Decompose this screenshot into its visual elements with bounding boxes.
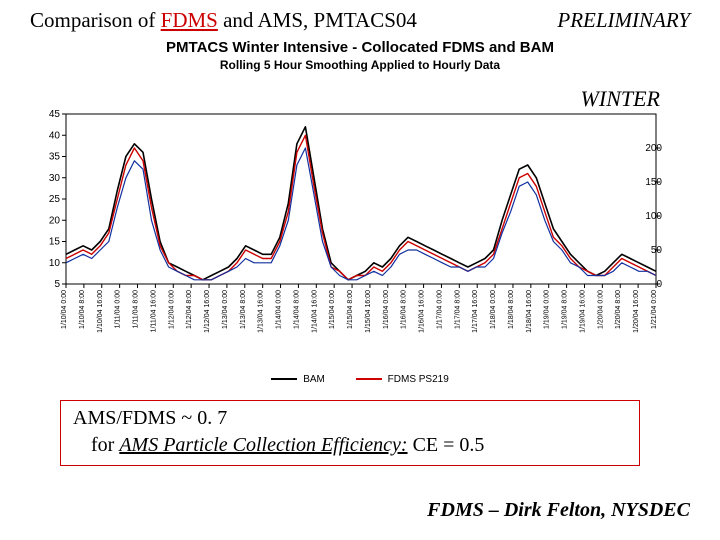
chart-svg: 5 10 15 20 25 30 35 40 45 0 50 100 150 200 1/10/04 0:0…	[30, 108, 690, 348]
svg-text:1/14/04 8:00: 1/14/04 8:00	[293, 290, 300, 329]
eff-label: AMS Particle Collection Efficiency:	[119, 434, 407, 456]
svg-text:1/13/04 16:00: 1/13/04 16:00	[258, 290, 265, 333]
svg-text:20: 20	[49, 215, 61, 226]
chart-subtitle: Rolling 5 Hour Smoothing Applied to Hour…	[0, 58, 720, 72]
svg-text:1/14/04 0:00: 1/14/04 0:00	[276, 290, 283, 329]
svg-text:30: 30	[49, 173, 61, 184]
svg-text:1/19/04 0:00: 1/19/04 0:00	[544, 290, 551, 329]
svg-text:1/20/04 8:00: 1/20/04 8:00	[615, 290, 622, 329]
svg-text:5: 5	[54, 279, 60, 290]
svg-text:1/18/04 16:00: 1/18/04 16:00	[526, 290, 533, 333]
svg-text:1/16/04 8:00: 1/16/04 8:00	[401, 290, 408, 329]
svg-text:1/10/04 16:00: 1/10/04 16:00	[97, 290, 104, 333]
result-ratio: AMS/FDMS ~ 0. 7	[73, 407, 627, 430]
eff-prefix: for	[91, 434, 119, 456]
result-efficiency: for AMS Particle Collection Efficiency: …	[73, 434, 627, 457]
svg-text:1/12/04 0:00: 1/12/04 0:00	[168, 290, 175, 329]
title-mid: and AMS, PMTACS04	[218, 8, 417, 32]
svg-text:40: 40	[49, 130, 61, 141]
footer-credit: FDMS – Dirk Felton, NYSDEC	[427, 499, 690, 522]
legend-swatch	[356, 378, 382, 380]
svg-text:1/17/04 8:00: 1/17/04 8:00	[454, 290, 461, 329]
svg-text:1/16/04 0:00: 1/16/04 0:00	[383, 290, 390, 329]
svg-text:1/20/04 0:00: 1/20/04 0:00	[597, 290, 604, 329]
svg-text:1/13/04 0:00: 1/13/04 0:00	[222, 290, 229, 329]
preliminary-label: PRELIMINARY	[557, 8, 690, 33]
svg-text:1/10/04 8:00: 1/10/04 8:00	[79, 290, 86, 329]
svg-text:1/15/04 8:00: 1/15/04 8:00	[347, 290, 354, 329]
svg-text:1/11/04 0:00: 1/11/04 0:00	[115, 290, 122, 329]
svg-text:15: 15	[49, 237, 61, 248]
svg-text:1/21/04 0:00: 1/21/04 0:00	[651, 290, 658, 329]
svg-text:1/16/04 16:00: 1/16/04 16:00	[419, 290, 426, 333]
svg-text:1/14/04 16:00: 1/14/04 16:00	[311, 290, 318, 333]
svg-text:45: 45	[49, 109, 61, 120]
svg-text:1/18/04 0:00: 1/18/04 0:00	[490, 290, 497, 329]
legend-item: BAM	[271, 374, 325, 385]
legend-item: FDMS PS219	[356, 374, 449, 385]
svg-text:1/20/04 16:00: 1/20/04 16:00	[633, 290, 640, 333]
legend-label: FDMS PS219	[388, 374, 449, 385]
svg-text:150: 150	[645, 177, 662, 188]
title-prefix: Comparison of	[30, 8, 161, 32]
svg-text:1/15/04 16:00: 1/15/04 16:00	[365, 290, 372, 333]
svg-text:1/18/04 8:00: 1/18/04 8:00	[508, 290, 515, 329]
svg-text:100: 100	[645, 211, 662, 222]
page-title: Comparison of FDMS and AMS, PMTACS04	[30, 8, 417, 33]
result-box: AMS/FDMS ~ 0. 7 for AMS Particle Collect…	[60, 400, 640, 466]
svg-text:35: 35	[49, 152, 61, 163]
legend-label: BAM	[303, 374, 325, 385]
svg-text:1/15/04 0:00: 1/15/04 0:00	[329, 290, 336, 329]
svg-text:1/11/04 8:00: 1/11/04 8:00	[133, 290, 140, 329]
svg-text:1/13/04 8:00: 1/13/04 8:00	[240, 290, 247, 329]
svg-text:50: 50	[651, 245, 663, 256]
svg-text:1/17/04 16:00: 1/17/04 16:00	[472, 290, 479, 333]
svg-text:0: 0	[656, 279, 662, 290]
svg-text:1/10/04 0:00: 1/10/04 0:00	[61, 290, 68, 329]
line-chart: 5 10 15 20 25 30 35 40 45 0 50 100 150 200 1/10/04 0:0…	[30, 108, 690, 348]
svg-text:1/12/04 16:00: 1/12/04 16:00	[204, 290, 211, 333]
svg-text:10: 10	[49, 258, 61, 269]
svg-text:1/19/04 8:00: 1/19/04 8:00	[562, 290, 569, 329]
svg-text:1/11/04 16:00: 1/11/04 16:00	[150, 290, 157, 332]
svg-text:1/17/04 0:00: 1/17/04 0:00	[436, 290, 443, 329]
svg-text:200: 200	[645, 143, 662, 154]
chart-title: PMTACS Winter Intensive - Collocated FDM…	[0, 39, 720, 56]
svg-text:25: 25	[49, 194, 61, 205]
legend-swatch	[271, 378, 297, 380]
header-row: Comparison of FDMS and AMS, PMTACS04 PRE…	[0, 0, 720, 33]
svg-text:1/12/04 8:00: 1/12/04 8:00	[186, 290, 193, 329]
title-fdms: FDMS	[161, 8, 218, 32]
eff-value: CE = 0.5	[408, 434, 485, 456]
chart-title-block: PMTACS Winter Intensive - Collocated FDM…	[0, 39, 720, 72]
svg-text:1/19/04 16:00: 1/19/04 16:00	[579, 290, 586, 333]
legend: BAM FDMS PS219	[0, 372, 720, 385]
